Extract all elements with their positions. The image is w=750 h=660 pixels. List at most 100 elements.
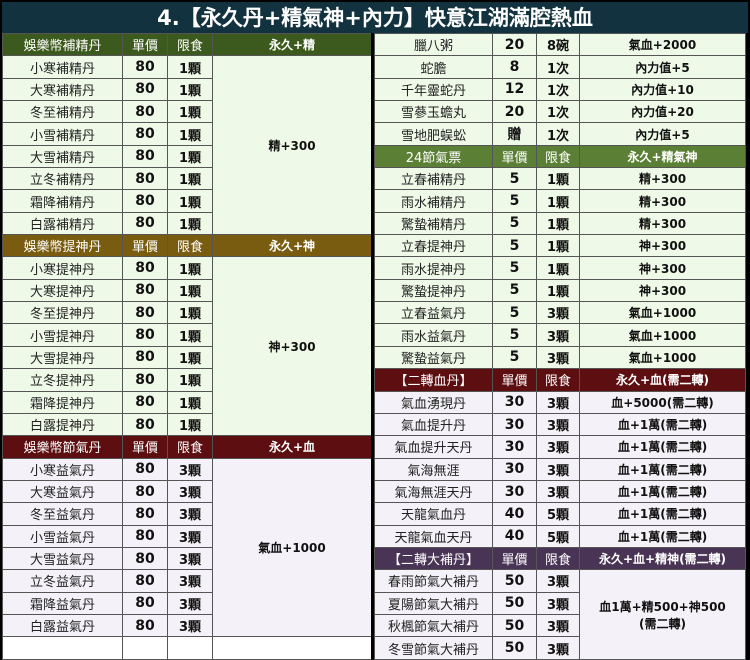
page-title: 4.【永久丹+精氣神+內力】快意江湖滿腔熱血 — [0, 0, 750, 33]
item-price: 5 — [492, 345, 537, 370]
item-name: 立春益氣丹 — [374, 301, 493, 325]
item-effect: 內力值+5 — [579, 55, 746, 79]
item-limit: 3顆 — [167, 569, 213, 593]
header-limit: 限食 — [536, 368, 580, 392]
item-name: 霜降益氣丹 — [2, 591, 123, 615]
item-name: 雨水補精丹 — [374, 189, 493, 213]
section-header: 【二轉大補丹】 單價 限食 永久+血+精神(需二轉) — [374, 546, 746, 571]
table-row: 天龍氣血天丹 40 5顆 血+1萬(需二轉) — [374, 524, 746, 548]
right-table: 臘八粥 20 8碗 氣血+2000 蛇膽 8 1次 內力值+5 千年靈蛇丹 12 1次 內力值+10 雪… — [374, 32, 746, 660]
item-price: 80 — [122, 301, 168, 325]
item-name: 春雨節氣大補丹 — [374, 569, 493, 593]
item-limit: 1顆 — [167, 77, 213, 102]
item-name: 氣血提升丹 — [374, 412, 493, 437]
item-effect: 血+1萬(需二轉) — [579, 524, 746, 548]
item-price: 80 — [122, 167, 168, 191]
item-limit: 3顆 — [536, 345, 580, 370]
section-header: 娛樂幣節氣丹 單價 限食 永久+血 — [2, 435, 373, 459]
item-limit: 1次 — [536, 122, 580, 146]
item-effect: 血+1萬(需二轉) — [579, 412, 746, 437]
header-price: 單價 — [122, 234, 168, 258]
item-price: 80 — [122, 100, 168, 124]
item-effect: 內力值+20 — [579, 100, 746, 124]
table-row: 驚蟄益氣丹 5 3顆 氣血+1000 — [374, 345, 746, 370]
item-price: 80 — [122, 345, 168, 370]
table-row: 臘八粥 20 8碗 氣血+2000 — [374, 32, 746, 57]
item-price: 80 — [122, 591, 168, 615]
item-effect: 神+300 — [212, 256, 373, 437]
header-name: 24節氣票 — [374, 144, 493, 169]
item-limit: 1顆 — [167, 211, 213, 236]
table-row — [2, 636, 373, 660]
item-price: 30 — [492, 412, 537, 437]
table-row: 立春補精丹 5 1顆 精+300 — [374, 167, 746, 191]
item-limit: 8碗 — [536, 32, 580, 57]
item-name: 天龍氣血丹 — [374, 502, 493, 526]
item-name: 雨水提神丹 — [374, 256, 493, 280]
item-price: 50 — [492, 636, 537, 660]
item-name: 立春補精丹 — [374, 167, 493, 191]
item-effect: 血+1萬(需二轉) — [579, 479, 746, 504]
item-name: 氣海無涯 — [374, 457, 493, 481]
item-name: 立冬益氣丹 — [2, 569, 123, 593]
item-price: 30 — [492, 479, 537, 504]
item-name: 立冬補精丹 — [2, 167, 123, 191]
item-effect: 氣血+1000 — [579, 301, 746, 325]
item-name: 白露益氣丹 — [2, 613, 123, 638]
header-name: 娛樂幣補精丹 — [2, 32, 123, 57]
table-row: 立春益氣丹 5 3顆 氣血+1000 — [374, 301, 746, 325]
item-limit: 1顆 — [536, 234, 580, 258]
item-price: 30 — [492, 435, 537, 459]
item-effect: 氣血+1000 — [579, 345, 746, 370]
item-name: 氣血湧現丹 — [374, 390, 493, 414]
item-limit: 1顆 — [167, 412, 213, 437]
table-row: 雪蔘玉蟾丸 20 1次 內力值+20 — [374, 100, 746, 124]
item-name: 立冬提神丹 — [2, 368, 123, 392]
item-effect: 氣血+2000 — [579, 32, 746, 57]
header-effect: 永久+血(需二轉) — [579, 368, 746, 392]
item-price: 50 — [492, 613, 537, 638]
item-effect: 血+5000(需二轉) — [579, 390, 746, 414]
item-price: 80 — [122, 256, 168, 280]
item-price: 80 — [122, 77, 168, 102]
item-price: 5 — [492, 323, 537, 347]
item-name: 霜降提神丹 — [2, 390, 123, 414]
item-limit: 3顆 — [536, 390, 580, 414]
item-limit: 1顆 — [167, 55, 213, 79]
item-price: 80 — [122, 524, 168, 548]
item-name: 大寒補精丹 — [2, 77, 123, 102]
item-name: 氣血提升天丹 — [374, 435, 493, 459]
item-name: 驚蟄提神丹 — [374, 278, 493, 303]
item-name: 千年靈蛇丹 — [374, 77, 493, 102]
table-row: 雨水提神丹 5 1顆 神+300 — [374, 256, 746, 280]
left-table: 娛樂幣補精丹 單價 限食 永久+精 小寒補精丹 80 1顆 精+300 大寒補精丹 80 1顆 冬至補… — [2, 32, 374, 660]
item-limit: 5顆 — [536, 524, 580, 548]
item-effect: 血1萬+精500+神500 (需二轉) — [579, 569, 746, 660]
header-name: 娛樂幣提神丹 — [2, 234, 123, 258]
item-limit — [167, 636, 213, 660]
item-limit: 1次 — [536, 55, 580, 79]
table-row: 雪地肥蜈蚣贈 1次 內力值+5 — [374, 122, 746, 146]
item-limit: 3顆 — [536, 636, 580, 660]
item-limit: 1顆 — [167, 390, 213, 414]
item-limit: 3顆 — [167, 591, 213, 615]
table-row: 氣海無涯 30 3顆 血+1萬(需二轉) — [374, 457, 746, 481]
section-header: 娛樂幣提神丹 單價 限食 永久+神 — [2, 234, 373, 258]
header-effect: 永久+神 — [212, 234, 373, 258]
item-price: 80 — [122, 613, 168, 638]
item-limit: 1顆 — [167, 167, 213, 191]
section-header: 娛樂幣補精丹 單價 限食 永久+精 — [2, 32, 373, 57]
item-name — [2, 636, 123, 660]
item-limit: 3顆 — [536, 435, 580, 459]
item-price: 80 — [122, 323, 168, 347]
table-row: 驚蟄提神丹 5 1顆 神+300 — [374, 278, 746, 303]
item-name: 小雪提神丹 — [2, 323, 123, 347]
effect-line: 氣血+1000 — [258, 540, 326, 555]
item-limit: 3顆 — [536, 479, 580, 504]
item-effect: 精+300 — [579, 167, 746, 191]
item-price: 80 — [122, 368, 168, 392]
item-name: 秋楓節氣大補丹 — [374, 613, 493, 638]
item-price: 5 — [492, 278, 537, 303]
table-row: 千年靈蛇丹 12 1次 內力值+10 — [374, 77, 746, 102]
item-name: 立春提神丹 — [374, 234, 493, 258]
